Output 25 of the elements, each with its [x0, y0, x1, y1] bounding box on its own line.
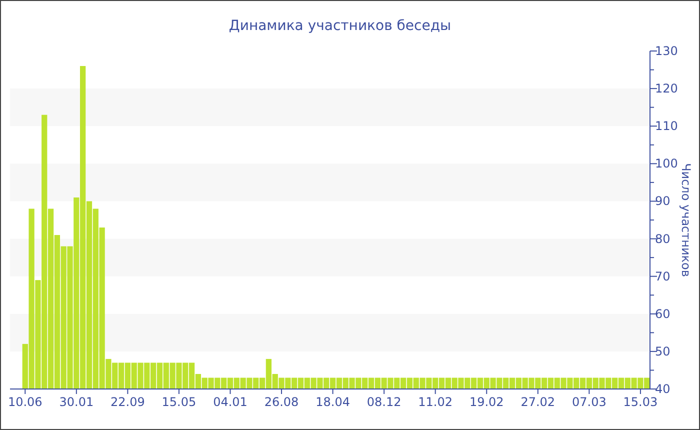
x-tick-label: 04.01	[213, 395, 248, 409]
y-tick-label: 40	[655, 382, 670, 396]
x-tick-label: 08.12	[366, 395, 402, 409]
x-tick-label: 27.02	[520, 395, 556, 409]
chart-title: Динамика участников беседы	[228, 18, 452, 34]
y-tick-label: 50	[655, 344, 670, 358]
y-tick-label: 70	[655, 269, 670, 284]
y-axis-title: Число участников	[679, 163, 693, 277]
x-tick-label: 07.03	[572, 395, 606, 409]
x-tick-label: 11.02	[418, 395, 453, 409]
y-tick-label: 80	[655, 232, 670, 246]
y-tick-label: 110	[655, 119, 678, 134]
x-tick-label: 30.01	[59, 395, 94, 409]
y-tick-label: 60	[655, 306, 670, 321]
x-tick-label: 18.04	[316, 395, 350, 409]
y-tick-label: 100	[655, 156, 678, 171]
x-tick-label: 15.05	[162, 395, 196, 409]
x-tick-label: 10.06	[8, 395, 42, 409]
y-tick-label: 120	[655, 82, 678, 96]
y-tick-label: 90	[655, 194, 670, 208]
y-tick-label: 130	[655, 44, 678, 58]
x-tick-label: 19.02	[469, 395, 504, 409]
x-tick-label: 15.03	[623, 395, 658, 409]
x-tick-label: 26.08	[264, 395, 299, 409]
x-tick-label: 22.09	[110, 395, 145, 409]
